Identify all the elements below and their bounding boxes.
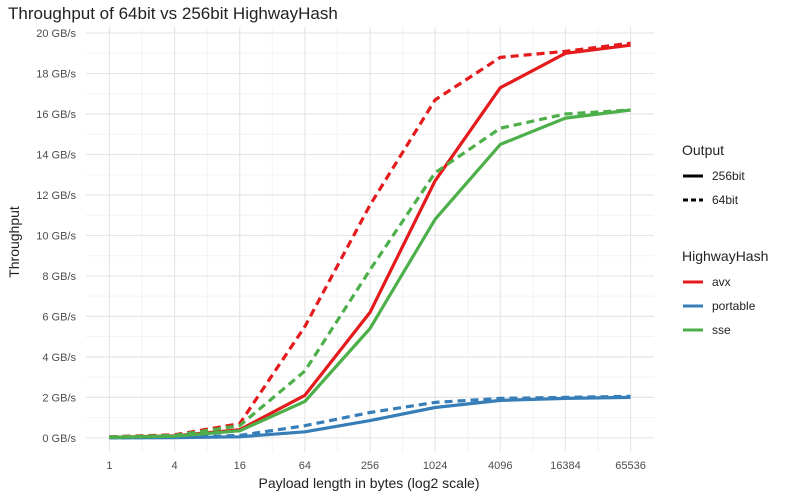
x-tick-label: 4096	[488, 460, 512, 472]
x-axis-label: Payload length in bytes (log2 scale)	[258, 475, 479, 491]
x-tick-label: 1	[106, 460, 112, 472]
y-axis-label: Throughput	[6, 206, 22, 278]
series-line-sse-64bit	[109, 108, 631, 439]
legend-label: sse	[712, 323, 731, 337]
y-tick-label: 12 GB/s	[36, 190, 76, 202]
legend-key-portable	[683, 304, 703, 308]
legend-output-title: Output	[682, 142, 725, 158]
legend-label: 64bit	[712, 193, 739, 207]
y-tick-label: 20 GB/s	[36, 28, 76, 40]
legend-key-dashed-line	[683, 198, 703, 202]
legend-highwayhash-title: HighwayHash	[682, 248, 769, 264]
legend-label: 256bit	[712, 169, 745, 183]
y-axis-tick-labels: 0 GB/s 2 GB/s 4 GB/s 6 GB/s 8 GB/s 10 GB/s 12 …	[36, 28, 76, 445]
y-tick-label: 4 GB/s	[42, 352, 76, 364]
series-line-avx-64bit	[109, 41, 631, 439]
x-tick-label: 256	[361, 460, 379, 472]
x-axis-tick-labels: 1 4 16 64 256 1024 4096 16384 65536	[106, 460, 645, 472]
series-layer	[109, 41, 631, 440]
legend-label: portable	[712, 299, 756, 313]
x-tick-label: 64	[299, 460, 311, 472]
chart-title: Throughput of 64bit vs 256bit HighwayHas…	[8, 4, 338, 23]
y-tick-label: 16 GB/s	[36, 109, 76, 121]
legend-label: avx	[712, 275, 731, 289]
legend-output: Output 256bit 64bit	[682, 142, 745, 212]
y-tick-label: 0 GB/s	[42, 433, 76, 445]
grid	[86, 27, 654, 452]
y-tick-label: 14 GB/s	[36, 150, 76, 162]
legend-highwayhash: HighwayHash avx portable sse	[682, 248, 768, 342]
legend-key-avx	[683, 280, 703, 284]
y-tick-label: 2 GB/s	[42, 392, 76, 404]
x-tick-label: 16384	[550, 460, 581, 472]
x-tick-label: 4	[172, 460, 178, 472]
x-tick-label: 16	[234, 460, 246, 472]
legend-item-sse: sse	[682, 318, 768, 342]
legend-key-sse	[683, 328, 703, 332]
legend-item-256bit: 256bit	[682, 164, 745, 188]
x-tick-label: 1024	[423, 460, 447, 472]
y-tick-label: 10 GB/s	[36, 230, 76, 242]
legend-item-avx: avx	[682, 270, 768, 294]
y-tick-label: 8 GB/s	[42, 271, 76, 283]
series-line-portable-64bit	[109, 394, 631, 440]
y-tick-label: 18 GB/s	[36, 69, 76, 81]
x-tick-label: 65536	[615, 460, 646, 472]
series-line-portable-256bit	[109, 395, 631, 440]
legend-item-portable: portable	[682, 294, 768, 318]
legend-item-64bit: 64bit	[682, 188, 745, 212]
legend-key-solid-line	[683, 174, 703, 178]
y-tick-label: 6 GB/s	[42, 311, 76, 323]
series-line-sse-256bit	[109, 108, 631, 439]
